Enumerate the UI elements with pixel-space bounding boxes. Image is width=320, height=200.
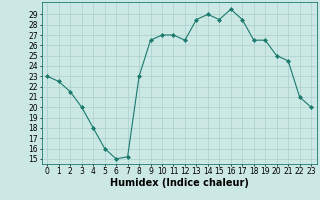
X-axis label: Humidex (Indice chaleur): Humidex (Indice chaleur) [110,178,249,188]
